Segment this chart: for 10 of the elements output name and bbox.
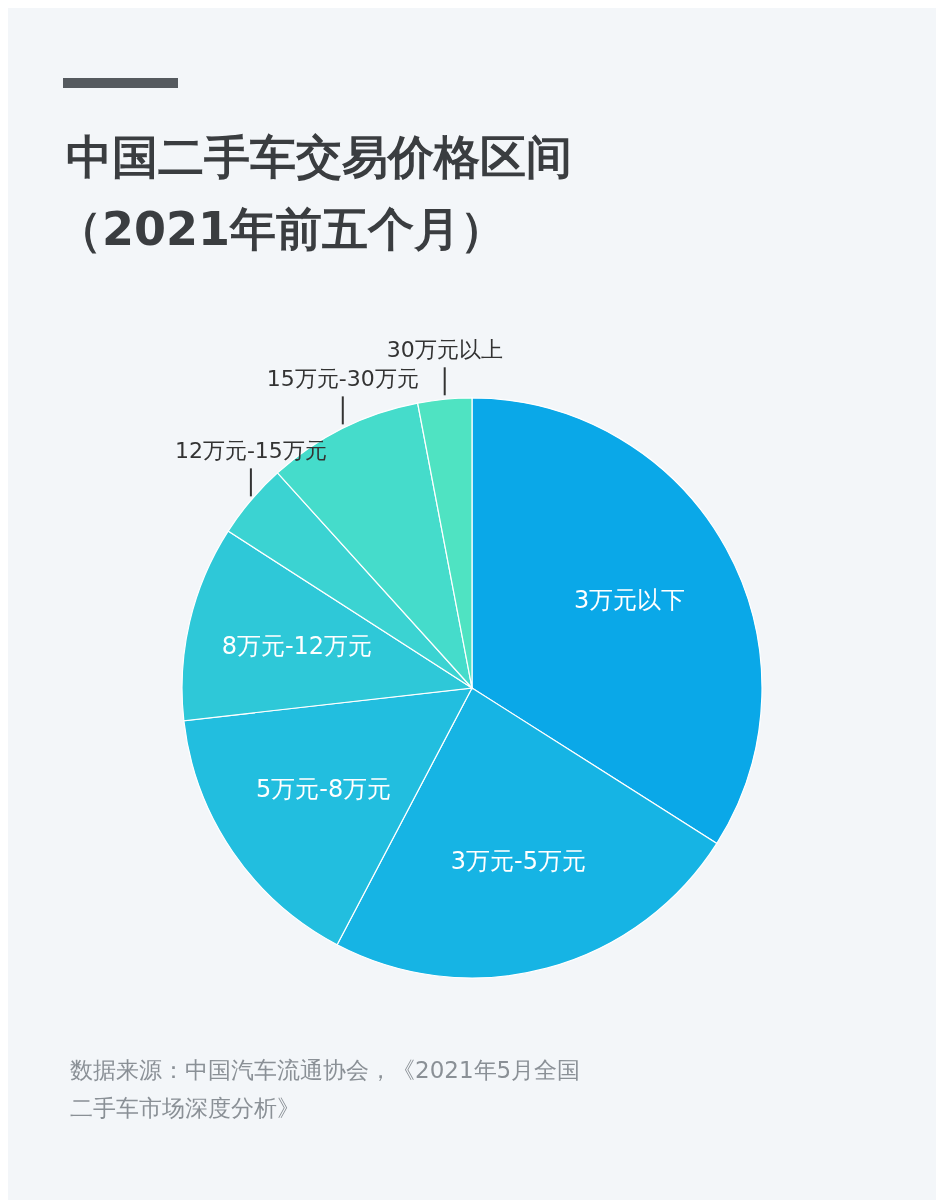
slice-label: 12万元-15万元 — [174, 438, 327, 464]
slice-label: 30万元以上 — [386, 337, 503, 363]
chart-title: 中国二手车交易价格区间 — [66, 130, 572, 184]
slice-label: 5万元-8万元 — [256, 774, 392, 803]
slice-label: 8万元-12万元 — [221, 632, 373, 661]
slice-label: 3万元-5万元 — [450, 846, 586, 875]
slice-label: 3万元以下 — [573, 586, 686, 615]
chart-subtitle: （2021年前五个月） — [56, 202, 507, 256]
slice-label: 15万元-30万元 — [266, 366, 419, 392]
source-note: 数据来源：中国汽车流通协会，《2021年5月全国二手车市场深度分析》 — [70, 1057, 581, 1121]
